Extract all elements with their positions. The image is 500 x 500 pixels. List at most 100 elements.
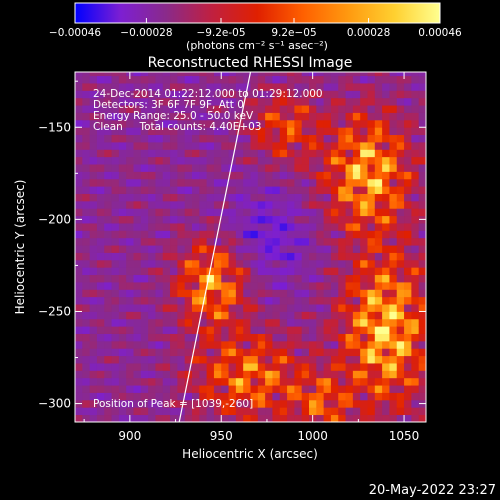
heatmap-cell: [199, 186, 208, 194]
heatmap-cell: [213, 370, 222, 379]
heatmap-cell: [360, 223, 368, 231]
heatmap-cell: [89, 377, 98, 386]
heatmap-cell: [89, 259, 98, 268]
heatmap-cell: [294, 237, 303, 246]
heatmap-cell: [162, 399, 171, 408]
heatmap-cell: [382, 149, 390, 158]
heatmap-cell: [301, 230, 310, 239]
heatmap-cell: [330, 326, 339, 334]
heatmap-cell: [323, 75, 332, 84]
heatmap-cell: [301, 363, 310, 371]
heatmap-cell: [162, 333, 171, 342]
heatmap-cell: [352, 340, 361, 349]
heatmap-cell: [309, 392, 317, 401]
heatmap-cell: [279, 90, 288, 99]
heatmap-cell: [367, 72, 376, 77]
heatmap-cell: [162, 289, 171, 298]
heatmap-cell: [345, 407, 354, 416]
heatmap-cell: [367, 178, 376, 187]
heatmap-cell: [323, 267, 332, 276]
heatmap-cell: [118, 363, 127, 371]
heatmap-cell: [75, 134, 83, 143]
heatmap-cell: [104, 311, 112, 320]
heatmap-cell: [396, 149, 405, 158]
heatmap-cell: [404, 230, 412, 239]
heatmap-cell: [177, 333, 186, 342]
heatmap-cell: [162, 414, 171, 422]
heatmap-cell: [221, 75, 229, 84]
heatmap-cell: [294, 259, 303, 268]
heatmap-cell: [221, 245, 229, 253]
heatmap-cell: [309, 142, 317, 150]
heatmap-cell: [330, 370, 339, 379]
heatmap-cell: [374, 407, 383, 416]
heatmap-cell: [330, 385, 339, 393]
heatmap-cell: [75, 72, 83, 77]
heatmap-cell: [389, 186, 398, 194]
heatmap-cell: [382, 164, 390, 172]
heatmap-cell: [265, 385, 273, 393]
heatmap-cell: [279, 134, 288, 143]
heatmap-cell: [404, 186, 412, 194]
heatmap-cell: [316, 156, 325, 165]
heatmap-cell: [75, 105, 83, 113]
heatmap-cell: [111, 208, 120, 217]
heatmap-cell: [111, 127, 120, 136]
heatmap-cell: [360, 385, 368, 393]
heatmap-cell: [338, 333, 346, 342]
heatmap-cell: [396, 355, 405, 364]
heatmap-cell: [140, 134, 149, 143]
heatmap-cell: [287, 178, 295, 187]
heatmap-cell: [272, 97, 281, 106]
heatmap-cell: [140, 399, 149, 408]
heatmap-cell: [192, 370, 200, 379]
heatmap-cell: [104, 164, 112, 172]
heatmap-cell: [199, 215, 208, 224]
heatmap-cell: [140, 178, 149, 187]
heatmap-cell: [213, 392, 222, 401]
heatmap-cell: [418, 259, 426, 268]
heatmap-cell: [294, 267, 303, 276]
heatmap-cell: [257, 333, 266, 342]
heatmap-cell: [184, 296, 193, 305]
heatmap-cell: [192, 363, 200, 371]
heatmap-cell: [411, 156, 420, 165]
heatmap-cell: [111, 252, 120, 261]
heatmap-cell: [89, 340, 98, 349]
heatmap-cell: [279, 193, 288, 202]
heatmap-cell: [89, 171, 98, 180]
heatmap-cell: [360, 119, 368, 128]
heatmap-cell: [221, 296, 229, 305]
heatmap-cell: [404, 274, 412, 283]
heatmap-cell: [184, 90, 193, 99]
heatmap-cell: [118, 208, 127, 217]
heatmap-cell: [382, 119, 390, 128]
heatmap-cell: [360, 377, 368, 386]
heatmap-cell: [382, 282, 390, 290]
heatmap-cell: [345, 186, 354, 194]
heatmap-cell: [148, 112, 156, 121]
heatmap-cell: [389, 274, 398, 283]
heatmap-cell: [389, 97, 398, 106]
heatmap-cell: [389, 407, 398, 416]
heatmap-cell: [82, 119, 91, 128]
heatmap-cell: [272, 83, 281, 91]
heatmap-cell: [82, 333, 91, 342]
heatmap-cell: [133, 252, 142, 261]
heatmap-cell: [272, 267, 281, 276]
heatmap-cell: [177, 274, 186, 283]
heatmap-cell: [279, 326, 288, 334]
heatmap-cell: [389, 208, 398, 217]
heatmap-cell: [265, 311, 273, 320]
heatmap-cell: [360, 149, 368, 158]
heatmap-cell: [323, 193, 332, 202]
heatmap-cell: [213, 289, 222, 298]
heatmap-cell: [235, 223, 244, 231]
heatmap-cell: [257, 171, 266, 180]
heatmap-cell: [221, 208, 229, 217]
heatmap-cell: [133, 200, 142, 209]
heatmap-cell: [192, 348, 200, 357]
heatmap-cell: [265, 134, 273, 143]
heatmap-cell: [118, 164, 127, 172]
heatmap-cell: [404, 267, 412, 276]
